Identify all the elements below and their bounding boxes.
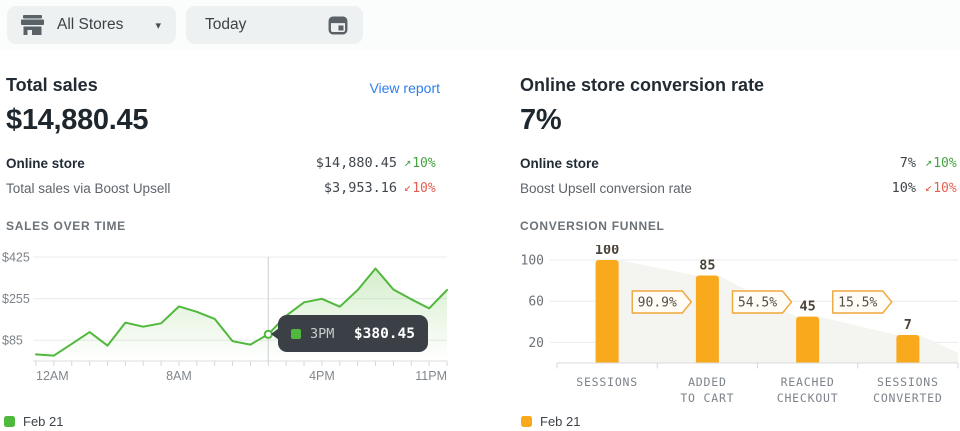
svg-text:90.9%: 90.9% — [638, 296, 677, 311]
metric-value: 7% — [899, 155, 916, 171]
legend-label: Feb 21 — [540, 414, 581, 429]
svg-text:SESSIONS: SESSIONS — [576, 375, 638, 389]
total-sales-card: Total sales View report $14,880.45 Onlin… — [0, 50, 480, 431]
metric-delta: ↗10% — [925, 151, 957, 176]
metric-delta: ↗10% — [404, 151, 436, 176]
svg-text:CHECKOUT: CHECKOUT — [777, 391, 839, 405]
total-sales-big-value: $14,880.45 — [6, 104, 149, 136]
svg-text:54.5%: 54.5% — [738, 296, 777, 311]
svg-text:100: 100 — [521, 254, 544, 269]
delta-percent: 10% — [412, 156, 436, 171]
card-title-conversion-rate: Online store conversion rate — [520, 75, 765, 95]
decrease-arrow-icon: ↙ — [925, 180, 933, 194]
delta-percent: 10% — [933, 156, 957, 171]
increase-arrow-icon: ↗ — [404, 155, 412, 169]
date-selector-label: Today — [205, 16, 247, 33]
tooltip-time: 3PM — [310, 325, 335, 342]
card-title-total-sales: Total sales — [6, 75, 98, 95]
metric-value: 10% — [891, 180, 916, 196]
date-selector-button[interactable]: Today — [186, 6, 363, 44]
svg-text:100: 100 — [595, 245, 619, 258]
legend-swatch-orange — [521, 416, 532, 427]
legend-funnel: Feb 21 — [521, 414, 580, 429]
metric-row-online-store: Online store $14,880.45 ↗10% — [0, 151, 480, 176]
svg-text:7: 7 — [904, 317, 912, 333]
svg-text:12AM: 12AM — [36, 369, 69, 383]
chart-tooltip: 3PM $380.45 — [271, 315, 428, 352]
decrease-arrow-icon: ↙ — [404, 180, 412, 194]
svg-text:$255: $255 — [2, 292, 30, 306]
metric-row-boost-upsell-sales: Total sales via Boost Upsell $3,953.16 ↙… — [0, 176, 480, 201]
metric-label: Online store — [520, 156, 599, 171]
increase-arrow-icon: ↗ — [925, 155, 933, 169]
svg-text:60: 60 — [528, 295, 544, 310]
tooltip-series-swatch — [291, 328, 301, 339]
svg-text:45: 45 — [799, 299, 815, 315]
store-icon — [20, 14, 45, 36]
chevron-down-icon: ▾ — [155, 19, 161, 32]
legend-label: Feb 21 — [23, 414, 64, 429]
section-title-sales-over-time: SALES OVER TIME — [6, 219, 126, 233]
svg-text:11PM: 11PM — [415, 369, 447, 383]
metric-value: $3,953.16 — [323, 180, 397, 196]
calendar-icon — [327, 14, 349, 36]
conversion-big-value: 7% — [520, 104, 562, 136]
svg-text:CONVERTED: CONVERTED — [873, 391, 943, 405]
svg-text:20: 20 — [528, 336, 544, 351]
conversion-rate-card: Online store conversion rate 7% Online s… — [480, 50, 960, 431]
metric-value: $14,880.45 — [315, 155, 397, 171]
legend-swatch-green — [4, 416, 15, 427]
store-selector-button[interactable]: All Stores ▾ — [7, 6, 176, 44]
delta-percent: 10% — [412, 181, 436, 196]
svg-text:TO CART: TO CART — [680, 391, 734, 405]
svg-text:4PM: 4PM — [309, 369, 335, 383]
view-report-link[interactable]: View report — [369, 80, 440, 96]
legend-sales: Feb 21 — [4, 414, 63, 429]
svg-text:SESSIONS: SESSIONS — [877, 375, 939, 389]
metric-row-boost-upsell-rate: Boost Upsell conversion rate 10% ↙10% — [480, 176, 960, 201]
metric-row-online-store-rate: Online store 7% ↗10% — [480, 151, 960, 176]
svg-text:15.5%: 15.5% — [838, 296, 877, 311]
topbar: All Stores ▾ Today — [0, 0, 960, 50]
metric-label: Boost Upsell conversion rate — [520, 181, 692, 196]
svg-text:REACHED: REACHED — [781, 375, 835, 389]
svg-text:8AM: 8AM — [166, 369, 192, 383]
svg-text:$425: $425 — [2, 251, 30, 265]
store-selector-label: All Stores — [57, 16, 124, 33]
metric-label: Total sales via Boost Upsell — [6, 181, 171, 196]
metric-delta: ↙10% — [925, 176, 957, 201]
tooltip-value: $380.45 — [353, 325, 415, 342]
svg-text:85: 85 — [699, 257, 715, 273]
conversion-funnel-chart[interactable]: 20 60 100 100 85 45 7 90.9% 54.5% 15.5% SESSIONS AD… — [480, 245, 960, 410]
metric-delta: ↙10% — [404, 176, 436, 201]
section-title-conversion-funnel: CONVERSION FUNNEL — [520, 219, 665, 233]
delta-percent: 10% — [933, 181, 957, 196]
svg-text:$85: $85 — [2, 334, 23, 348]
svg-text:ADDED: ADDED — [688, 375, 727, 389]
metric-label: Online store — [6, 156, 85, 171]
